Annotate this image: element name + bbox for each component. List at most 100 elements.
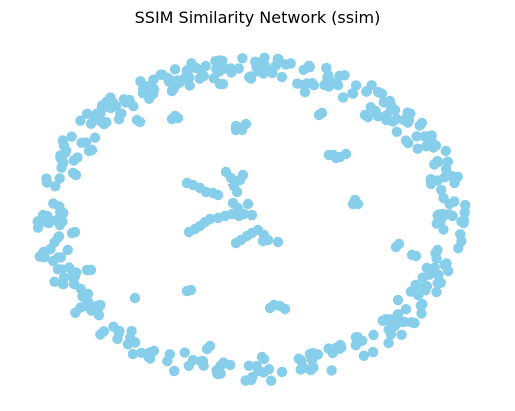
- network-node: [350, 332, 362, 343]
- network-node: [62, 244, 73, 256]
- network-node: [142, 349, 153, 360]
- network-node: [187, 354, 199, 366]
- network-node: [439, 259, 450, 271]
- network-node: [276, 366, 288, 378]
- network-node: [212, 368, 223, 380]
- network-node: [308, 362, 319, 373]
- network-node: [42, 210, 53, 222]
- network-node: [299, 86, 311, 98]
- network-node: [48, 198, 59, 209]
- network-node: [330, 152, 342, 164]
- network-node: [403, 115, 415, 126]
- network-node: [381, 114, 392, 126]
- network-node: [198, 70, 209, 82]
- network-node: [352, 198, 364, 210]
- network-node: [416, 117, 428, 129]
- network-node: [285, 58, 296, 69]
- figure-title: SSIM Similarity Network (ssim): [134, 8, 381, 27]
- network-node: [75, 302, 86, 313]
- network-node: [432, 210, 443, 221]
- network-node: [70, 169, 82, 181]
- network-node: [406, 249, 418, 261]
- network-node: [350, 340, 362, 351]
- network-node: [169, 64, 181, 75]
- network-node: [179, 72, 191, 84]
- network-node: [409, 317, 420, 329]
- network-node: [368, 329, 379, 341]
- network-node: [250, 56, 261, 67]
- network-node: [389, 104, 401, 116]
- network-node: [435, 184, 447, 196]
- network-nodes: [32, 52, 471, 386]
- network-node: [246, 209, 258, 221]
- network-node: [422, 133, 433, 144]
- network-node: [421, 141, 432, 152]
- network-node: [231, 186, 243, 198]
- network-node: [85, 264, 97, 276]
- network-node: [204, 340, 216, 352]
- network-node: [69, 271, 81, 282]
- network-node: [129, 292, 141, 304]
- network-node: [327, 347, 338, 359]
- network-node: [323, 70, 334, 81]
- network-node: [293, 353, 304, 364]
- network-node: [432, 244, 443, 256]
- network-node: [131, 114, 143, 126]
- network-node: [66, 131, 77, 142]
- network-node: [432, 278, 443, 289]
- network-node: [313, 109, 325, 121]
- network-node: [361, 86, 373, 97]
- network-node: [272, 236, 284, 248]
- network-node: [218, 357, 229, 368]
- network-node: [185, 284, 197, 296]
- network-node: [225, 63, 236, 74]
- network-node: [326, 365, 337, 376]
- network-node: [391, 126, 402, 137]
- network-node: [279, 303, 291, 315]
- network-node: [267, 67, 278, 79]
- network-node: [276, 71, 288, 83]
- network-node: [164, 349, 175, 360]
- network-node: [416, 308, 427, 319]
- network-node: [431, 286, 442, 298]
- network-node: [115, 108, 126, 120]
- network-node: [392, 294, 404, 306]
- network-node: [200, 60, 211, 72]
- network-node: [347, 88, 359, 99]
- network-node: [383, 337, 394, 349]
- network-node: [95, 329, 106, 340]
- network-node: [425, 174, 436, 185]
- network-node: [244, 72, 255, 83]
- network-node: [400, 135, 412, 146]
- network-node: [68, 155, 80, 166]
- network-node: [340, 148, 352, 160]
- network-node: [386, 314, 397, 325]
- network-node: [292, 78, 303, 89]
- network-node: [52, 264, 64, 275]
- network-node: [433, 156, 444, 168]
- network-node: [393, 238, 405, 250]
- network-node: [383, 324, 394, 335]
- network-node: [105, 102, 117, 114]
- network-node: [350, 80, 362, 91]
- network-node: [400, 304, 412, 315]
- network-node: [307, 78, 318, 89]
- network-node: [298, 362, 309, 374]
- network-node: [306, 353, 318, 364]
- network-node: [266, 375, 277, 386]
- network-node: [69, 226, 81, 238]
- network-node: [447, 210, 458, 222]
- network-node: [184, 80, 195, 91]
- network-node: [127, 348, 139, 360]
- network-node: [459, 207, 470, 218]
- network-node: [370, 105, 381, 117]
- network-node: [251, 361, 262, 372]
- network-node: [120, 97, 131, 108]
- network-node: [49, 276, 60, 287]
- network-node: [396, 329, 407, 340]
- network-node: [431, 253, 442, 264]
- network-node: [53, 252, 64, 263]
- network-node: [144, 93, 155, 105]
- network-node: [225, 172, 237, 184]
- network-node: [259, 52, 270, 63]
